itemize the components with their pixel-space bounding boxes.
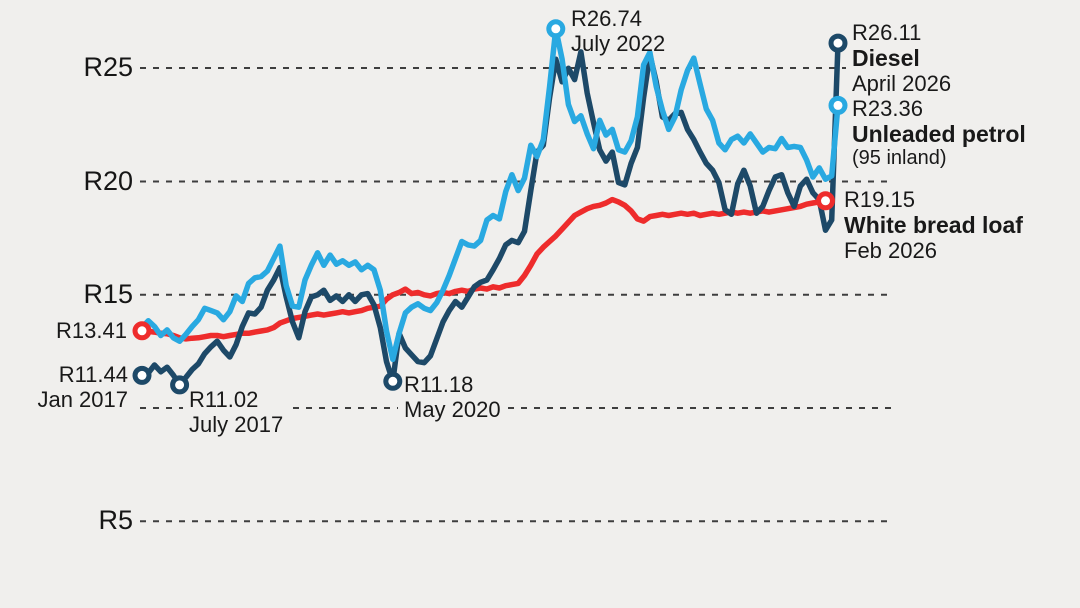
diesel-marker [132, 365, 152, 385]
petrol-series-sublabel: (95 inland) [852, 147, 947, 169]
petrol-end-value: R23.36 [852, 96, 923, 121]
annotation-petrol-peak: R26.74 July 2022 [571, 6, 665, 56]
annotation-petrol-end: R23.36 Unleaded petrol (95 inland) [852, 96, 1026, 170]
annotation-bread-start: R13.41 [27, 318, 127, 343]
ytick-r25: R25 [83, 52, 133, 82]
annotation-jul2017-dip: R11.02 July 2017 [189, 387, 283, 437]
diesel-price-line [139, 40, 841, 388]
jul2017-dip-value: R11.02 [189, 387, 259, 412]
diesel-start-date: Jan 2017 [37, 387, 128, 412]
petrol-price-line [139, 26, 841, 363]
diesel-marker [170, 375, 190, 395]
annotation-may2020-dip: R11.18 May 2020 [404, 372, 501, 422]
annotation-diesel-end: R26.11 Diesel April 2026 [852, 20, 951, 96]
petrol-marker [546, 19, 566, 39]
petrol-series-label: Unleaded petrol [852, 121, 1026, 147]
bread-end-date: Feb 2026 [844, 238, 937, 263]
bread-marker [816, 191, 835, 211]
ytick-r20: R20 [83, 166, 133, 196]
gridlines [140, 67, 893, 523]
bread-marker [132, 321, 152, 341]
peak-value: R26.74 [571, 6, 642, 31]
peak-date: July 2022 [571, 31, 666, 56]
diesel-end-date: April 2026 [852, 71, 952, 96]
diesel-start-value: R11.44 [58, 362, 128, 387]
ytick-r15: R15 [83, 279, 133, 309]
diesel-end-value: R26.11 [852, 20, 922, 45]
data-point-markers [132, 19, 848, 395]
diesel-marker [383, 371, 403, 391]
bread-end-value: R19.15 [844, 187, 915, 212]
may2020-dip-value: R11.18 [404, 372, 474, 397]
may2020-dip-date: May 2020 [404, 397, 501, 422]
diesel-series-label: Diesel [852, 45, 920, 71]
ytick-r5: R5 [98, 505, 133, 535]
jul2017-dip-date: July 2017 [189, 412, 284, 437]
bread-series-label: White bread loaf [844, 212, 1023, 238]
annotation-bread-end: R19.15 White bread loaf Feb 2026 [844, 187, 1023, 263]
bread-price-line [139, 196, 829, 342]
petrol-marker [828, 95, 848, 115]
bread-start-value: R13.41 [56, 318, 127, 343]
diesel-marker [828, 33, 848, 53]
annotation-diesel-start: R11.44 Jan 2017 [18, 362, 128, 412]
